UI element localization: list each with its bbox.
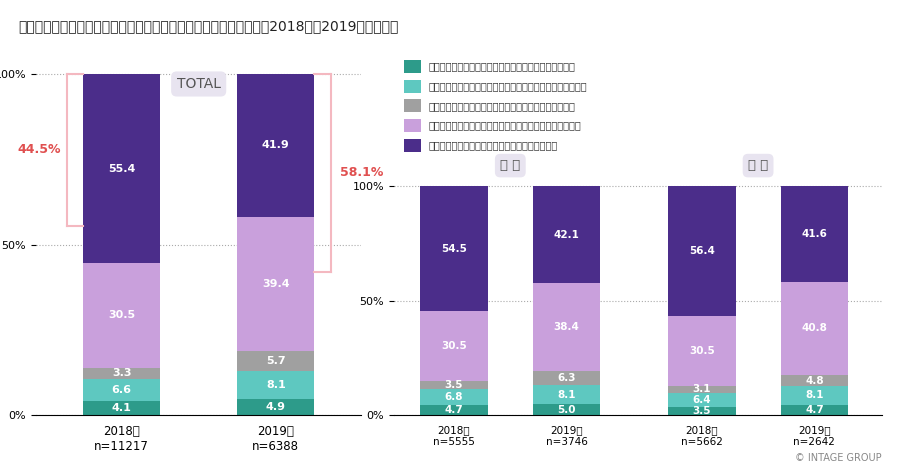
Bar — [83, 401, 160, 415]
Bar — [533, 404, 600, 415]
Text: 図表２：「副業や副収入を得ることを意識した活動」の実施状況（2018年と2019年の比較）: 図表２：「副業や副収入を得ることを意識した活動」の実施状況（2018年と2019… — [18, 19, 399, 33]
Bar — [404, 60, 421, 73]
Bar — [404, 99, 421, 112]
Text: 男 性: 男 性 — [500, 159, 520, 172]
Bar — [533, 283, 600, 371]
Bar — [780, 405, 848, 415]
Bar — [420, 311, 488, 381]
Text: 41.9: 41.9 — [262, 140, 290, 150]
Text: 6.3: 6.3 — [557, 373, 576, 383]
Bar — [238, 371, 314, 399]
Bar — [780, 386, 848, 405]
Text: 8.1: 8.1 — [806, 390, 824, 400]
Bar — [83, 74, 160, 263]
Text: 副業は行っていないが、今後何かしてみたいと思っている: 副業は行っていないが、今後何かしてみたいと思っている — [428, 120, 580, 131]
Bar — [83, 368, 160, 379]
Bar — [780, 186, 848, 281]
Bar — [668, 316, 735, 386]
Bar — [404, 80, 421, 93]
Text: 5.7: 5.7 — [266, 356, 285, 366]
Text: 41.6: 41.6 — [802, 229, 827, 239]
Text: 収入は安定していないが、副収入が得られる副業をしている: 収入は安定していないが、副収入が得られる副業をしている — [428, 81, 587, 91]
Bar — [780, 281, 848, 375]
Text: 4.1: 4.1 — [112, 404, 131, 413]
Text: 40.8: 40.8 — [802, 323, 827, 333]
Text: 女 性: 女 性 — [748, 159, 769, 172]
Text: 4.9: 4.9 — [266, 402, 286, 412]
Bar — [668, 186, 735, 316]
Bar — [668, 407, 735, 415]
Text: 56.4: 56.4 — [688, 246, 715, 256]
Bar — [404, 139, 421, 152]
Text: 30.5: 30.5 — [108, 311, 135, 320]
Text: 8.1: 8.1 — [266, 380, 285, 390]
Bar — [420, 389, 488, 405]
Text: 3.3: 3.3 — [112, 368, 131, 378]
Text: 30.5: 30.5 — [688, 346, 715, 355]
Text: 39.4: 39.4 — [262, 279, 290, 289]
Text: 38.4: 38.4 — [554, 322, 580, 332]
Bar — [668, 393, 735, 407]
Bar — [420, 186, 488, 311]
Text: 44.5%: 44.5% — [18, 143, 61, 156]
Text: 3.5: 3.5 — [445, 380, 464, 390]
Bar — [420, 405, 488, 415]
Text: 4.7: 4.7 — [805, 405, 824, 415]
Bar — [668, 386, 735, 393]
Text: 30.5: 30.5 — [441, 341, 467, 351]
Text: 58.1%: 58.1% — [339, 167, 383, 179]
Bar — [238, 399, 314, 415]
Text: 4.8: 4.8 — [806, 376, 824, 386]
Text: 6.4: 6.4 — [692, 395, 711, 405]
Bar — [83, 379, 160, 401]
Text: 54.5: 54.5 — [441, 244, 467, 253]
Text: 6.6: 6.6 — [112, 385, 131, 395]
Text: ある程度決まった額の副収入が得られる副業をしている: ある程度決まった額の副収入が得られる副業をしている — [428, 61, 575, 71]
Text: 特に何もしていないし、今後もするつもりはない: 特に何もしていないし、今後もするつもりはない — [428, 140, 557, 150]
Bar — [83, 263, 160, 368]
Bar — [404, 119, 421, 132]
Text: TOTAL: TOTAL — [176, 77, 220, 91]
Text: 8.1: 8.1 — [557, 389, 576, 400]
Bar — [533, 385, 600, 404]
Bar — [420, 381, 488, 389]
Text: 3.1: 3.1 — [692, 384, 711, 394]
Text: 5.0: 5.0 — [557, 405, 576, 414]
Text: 55.4: 55.4 — [108, 164, 135, 174]
Bar — [533, 186, 600, 283]
Bar — [238, 74, 314, 217]
Text: 42.1: 42.1 — [554, 230, 580, 240]
Bar — [533, 371, 600, 385]
Bar — [238, 352, 314, 371]
Text: 副収入は得ていないが、副業を意識した活動をしている: 副収入は得ていないが、副業を意識した活動をしている — [428, 101, 575, 111]
Bar — [238, 217, 314, 352]
Text: 6.8: 6.8 — [445, 392, 464, 402]
Text: 3.5: 3.5 — [692, 406, 711, 416]
Text: © INTAGE GROUP: © INTAGE GROUP — [796, 453, 882, 463]
Bar — [780, 375, 848, 386]
Text: 4.7: 4.7 — [445, 405, 464, 415]
